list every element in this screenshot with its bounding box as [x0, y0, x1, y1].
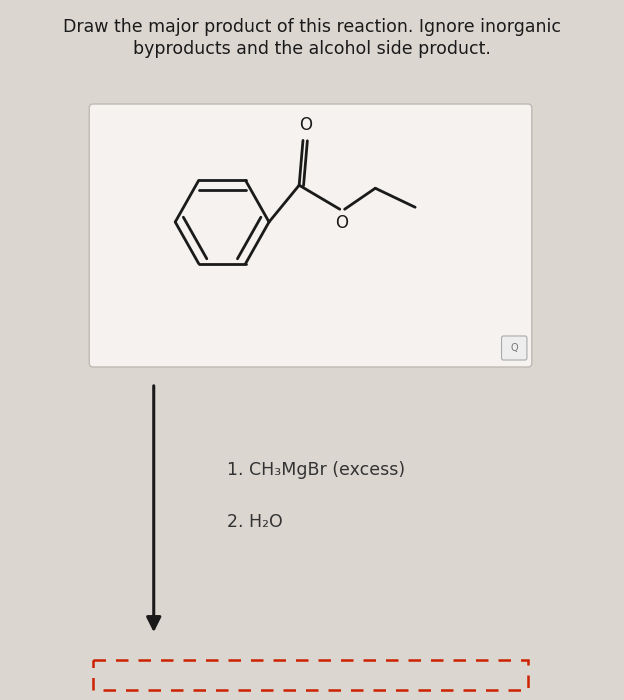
- Bar: [93, 660, 528, 690]
- Text: Draw the major product of this reaction. Ignore inorganic: Draw the major product of this reaction.…: [63, 18, 561, 36]
- Text: Q: Q: [510, 343, 518, 353]
- Text: O: O: [299, 116, 311, 134]
- FancyBboxPatch shape: [89, 104, 532, 367]
- Text: O: O: [335, 214, 348, 232]
- Text: 2. H₂O: 2. H₂O: [227, 513, 283, 531]
- Text: 1. CH₃MgBr (excess): 1. CH₃MgBr (excess): [227, 461, 405, 479]
- FancyBboxPatch shape: [502, 336, 527, 360]
- Text: byproducts and the alcohol side product.: byproducts and the alcohol side product.: [133, 40, 491, 58]
